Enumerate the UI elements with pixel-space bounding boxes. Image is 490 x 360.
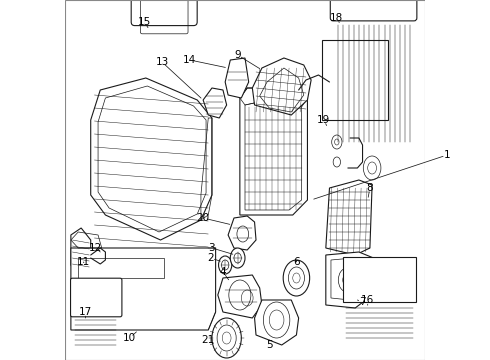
Polygon shape	[91, 78, 212, 240]
Ellipse shape	[338, 268, 356, 292]
Ellipse shape	[230, 248, 245, 268]
Polygon shape	[240, 88, 307, 215]
Polygon shape	[326, 180, 372, 255]
Ellipse shape	[221, 260, 229, 270]
Text: 12: 12	[89, 243, 102, 253]
Polygon shape	[228, 216, 256, 250]
Polygon shape	[71, 248, 216, 330]
Polygon shape	[71, 228, 91, 278]
Text: 21: 21	[202, 335, 215, 345]
Polygon shape	[203, 88, 227, 118]
Text: 11: 11	[77, 257, 90, 267]
Text: 5: 5	[266, 340, 272, 350]
Text: 3: 3	[209, 243, 215, 253]
Ellipse shape	[333, 157, 341, 167]
Ellipse shape	[363, 156, 381, 180]
Polygon shape	[218, 275, 262, 318]
Ellipse shape	[237, 226, 248, 242]
Ellipse shape	[234, 253, 242, 263]
Text: 17: 17	[79, 307, 92, 317]
Text: 4: 4	[220, 267, 226, 277]
Ellipse shape	[332, 135, 342, 149]
Ellipse shape	[217, 325, 236, 351]
Text: 8: 8	[367, 183, 373, 193]
Ellipse shape	[219, 256, 232, 274]
Text: 14: 14	[183, 55, 196, 65]
Text: 13: 13	[155, 57, 169, 67]
FancyBboxPatch shape	[343, 257, 416, 302]
Ellipse shape	[283, 260, 310, 296]
Text: 7: 7	[359, 297, 366, 307]
Text: 6: 6	[293, 257, 300, 267]
Polygon shape	[252, 58, 311, 115]
FancyBboxPatch shape	[330, 0, 417, 21]
Text: 16: 16	[361, 295, 374, 305]
Text: 15: 15	[138, 17, 151, 27]
Text: 10: 10	[123, 333, 136, 343]
FancyBboxPatch shape	[131, 0, 197, 26]
Ellipse shape	[212, 318, 242, 358]
Ellipse shape	[343, 274, 351, 286]
Ellipse shape	[104, 251, 111, 261]
Text: 2: 2	[207, 253, 214, 263]
Ellipse shape	[222, 332, 231, 344]
Ellipse shape	[368, 162, 376, 174]
Polygon shape	[254, 300, 298, 345]
FancyBboxPatch shape	[322, 40, 388, 120]
Text: 1: 1	[444, 150, 450, 160]
Ellipse shape	[288, 267, 304, 289]
Text: 20: 20	[196, 213, 210, 223]
Text: 19: 19	[317, 115, 330, 125]
Text: 9: 9	[234, 50, 241, 60]
Text: 18: 18	[330, 13, 343, 23]
Polygon shape	[225, 58, 248, 98]
Polygon shape	[326, 252, 373, 308]
FancyBboxPatch shape	[71, 278, 122, 317]
Ellipse shape	[335, 139, 339, 145]
Ellipse shape	[293, 273, 300, 283]
